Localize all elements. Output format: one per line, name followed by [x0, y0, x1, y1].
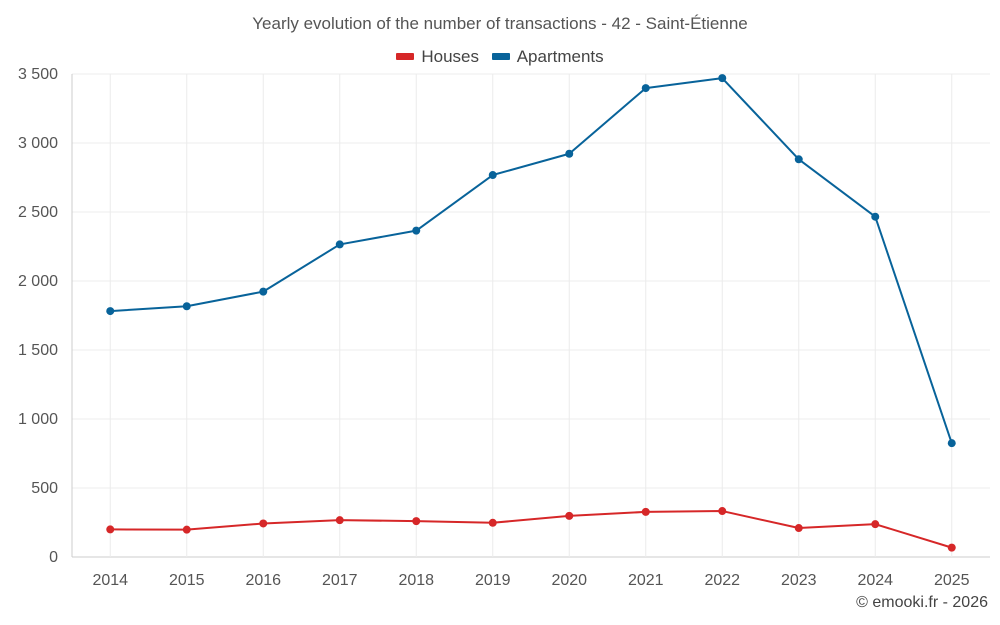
y-tick-label: 500 — [31, 480, 58, 497]
data-point-houses — [106, 525, 115, 534]
series-line-apartments — [110, 77, 953, 444]
data-point-houses — [412, 517, 421, 526]
y-tick-label: 0 — [49, 549, 58, 566]
data-point-houses — [488, 518, 497, 527]
x-tick-label: 2021 — [628, 572, 664, 589]
apartments-swatch-icon — [491, 53, 510, 60]
data-point-houses — [718, 507, 727, 516]
x-tick-label: 2022 — [704, 572, 740, 589]
data-point-apartments — [794, 155, 803, 164]
data-point-houses — [794, 524, 803, 533]
data-point-houses — [259, 519, 268, 528]
data-point-apartments — [871, 212, 880, 221]
data-point-apartments — [182, 302, 191, 311]
x-tick-label: 2019 — [475, 572, 511, 589]
credit-text: © emooki.fr - 2026 — [856, 594, 988, 611]
x-tick-label: 2015 — [169, 572, 205, 589]
data-point-houses — [947, 543, 956, 552]
x-tick-label: 2014 — [92, 572, 128, 589]
x-tick-label: 2023 — [781, 572, 817, 589]
data-point-houses — [335, 516, 344, 525]
data-point-houses — [182, 525, 191, 534]
y-tick-label: 1 500 — [18, 342, 58, 359]
legend-item-apartments[interactable]: Apartments — [491, 46, 604, 67]
data-point-apartments — [412, 226, 421, 235]
y-tick-label: 2 500 — [18, 204, 58, 221]
data-point-apartments — [641, 84, 650, 93]
y-tick-label: 3 000 — [18, 135, 58, 152]
data-point-houses — [565, 511, 574, 520]
x-tick-label: 2024 — [857, 572, 893, 589]
chart-title: Yearly evolution of the number of transa… — [252, 14, 748, 33]
x-tick-label: 2018 — [398, 572, 434, 589]
y-tick-label: 2 000 — [18, 273, 58, 290]
chart-legend: Houses Apartments — [0, 45, 1000, 67]
data-point-houses — [871, 520, 880, 529]
x-tick-label: 2025 — [934, 572, 970, 589]
x-tick-label: 2016 — [245, 572, 281, 589]
x-tick-label: 2020 — [551, 572, 587, 589]
legend-label-houses: Houses — [421, 46, 479, 66]
y-tick-label: 3 500 — [18, 66, 58, 83]
legend-item-houses[interactable]: Houses — [396, 47, 479, 67]
y-tick-label: 1 000 — [18, 411, 58, 428]
legend-label-apartments: Apartments — [516, 46, 604, 66]
x-tick-label: 2017 — [322, 572, 358, 589]
data-point-apartments — [335, 240, 344, 249]
data-point-apartments — [488, 171, 497, 180]
data-point-apartments — [718, 74, 727, 83]
data-point-houses — [641, 507, 650, 516]
houses-swatch-icon — [396, 53, 415, 60]
data-point-apartments — [947, 439, 956, 448]
data-point-apartments — [106, 307, 115, 316]
data-point-apartments — [565, 149, 574, 158]
data-point-apartments — [259, 287, 268, 296]
series-line-houses — [110, 510, 953, 549]
